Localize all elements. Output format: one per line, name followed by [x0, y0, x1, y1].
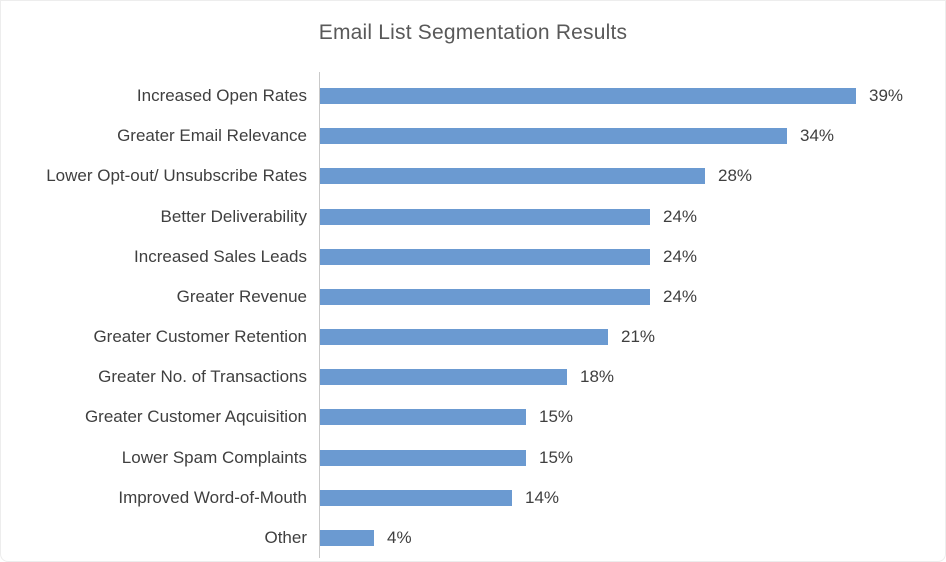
category-label: Increased Sales Leads	[134, 246, 307, 266]
category-label: Other	[264, 527, 307, 547]
chart-title: Email List Segmentation Results	[318, 21, 628, 44]
bar-row: Increased Sales Leads 24%	[1, 237, 946, 277]
bar-area: 15%	[319, 397, 946, 437]
bar	[319, 529, 374, 546]
category-label: Greater No. of Transactions	[98, 367, 307, 387]
bar	[319, 489, 512, 506]
bar-area: 28%	[319, 156, 946, 196]
bar	[319, 369, 567, 386]
bar-row: Greater Customer Retention 21%	[1, 317, 946, 357]
value-label: 24%	[663, 286, 698, 306]
bar-row: Greater No. of Transactions 18%	[1, 357, 946, 397]
bar-area: 24%	[319, 197, 946, 237]
bar-row: Better Deliverability 24%	[1, 197, 946, 237]
bar-area: 21%	[319, 317, 946, 357]
bar-row: Greater Customer Aqcuisition 15%	[1, 397, 946, 437]
category-label: Lower Opt-out/ Unsubscribe Rates	[46, 166, 307, 186]
y-axis-line	[319, 72, 320, 558]
bar-area: 15%	[319, 438, 946, 478]
bar-area: 34%	[319, 116, 946, 156]
value-label: 21%	[621, 327, 656, 347]
bar-row: Increased Open Rates 39%	[1, 76, 946, 116]
bar	[319, 128, 787, 145]
bar	[319, 248, 650, 265]
value-label: 24%	[663, 246, 698, 266]
value-label: 34%	[800, 126, 835, 146]
category-label: Better Deliverability	[160, 206, 307, 226]
plot-area: Increased Open Rates 39% Greater Email R…	[1, 72, 946, 558]
bar	[319, 288, 650, 305]
bar-area: 14%	[319, 478, 946, 518]
value-label: 14%	[525, 487, 560, 507]
bar-row: Greater Email Relevance 34%	[1, 116, 946, 156]
bar-row: Improved Word-of-Mouth 14%	[1, 478, 946, 518]
bar	[319, 208, 650, 225]
bar-row: Lower Opt-out/ Unsubscribe Rates 28%	[1, 156, 946, 196]
value-label: 24%	[663, 206, 698, 226]
bar	[319, 168, 705, 185]
category-label: Improved Word-of-Mouth	[118, 487, 307, 507]
bar	[319, 449, 526, 466]
category-label: Greater Email Relevance	[117, 126, 307, 146]
category-label: Greater Customer Retention	[93, 327, 307, 347]
bar-area: 39%	[319, 76, 946, 116]
category-label: Greater Customer Aqcuisition	[84, 407, 307, 427]
category-label: Lower Spam Complaints	[121, 447, 307, 467]
bar-row: Other 4%	[1, 518, 946, 558]
value-label: 4%	[387, 527, 412, 547]
bar	[319, 409, 526, 426]
value-label: 15%	[539, 407, 574, 427]
category-label: Increased Open Rates	[136, 86, 307, 106]
category-label: Greater Revenue	[176, 286, 307, 306]
value-label: 18%	[580, 367, 615, 387]
bar-row: Lower Spam Complaints 15%	[1, 438, 946, 478]
bar-area: 24%	[319, 277, 946, 317]
bar-area: 24%	[319, 237, 946, 277]
value-label: 15%	[539, 447, 574, 467]
bar-rows: Increased Open Rates 39% Greater Email R…	[1, 76, 946, 558]
bar	[319, 88, 856, 105]
bar	[319, 329, 608, 346]
value-label: 28%	[718, 166, 753, 186]
bar-area: 18%	[319, 357, 946, 397]
bar-area: 4%	[319, 518, 946, 558]
value-label: 39%	[869, 86, 904, 106]
bar-row: Greater Revenue 24%	[1, 277, 946, 317]
